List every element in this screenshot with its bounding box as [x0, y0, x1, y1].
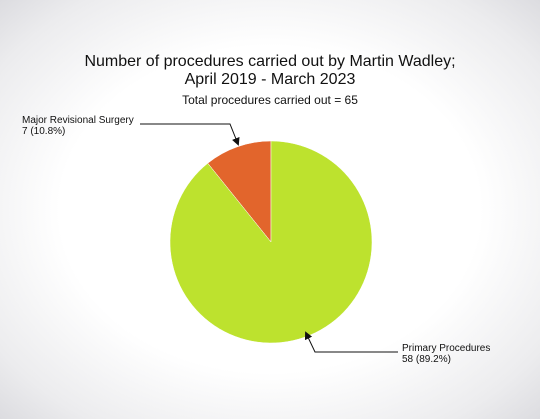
slice-value-primary-procedures: 58 (89.2%): [402, 354, 451, 365]
pie-slice-primary-procedures: [169, 140, 373, 344]
pie-slices: [169, 140, 373, 344]
chart-title-line1: Number of procedures carried out by Mart…: [84, 53, 455, 70]
chart-subtitle: Total procedures carried out = 65: [182, 93, 358, 107]
leader-line-major-revisional-surgery: [140, 123, 240, 146]
leader-line-primary-procedures: [304, 331, 398, 353]
slice-value-major-revisional-surgery: 7 (10.8%): [22, 126, 65, 137]
slice-label-major-revisional-surgery: Major Revisional Surgery: [22, 115, 134, 126]
chart-title-line2: April 2019 - March 2023: [185, 71, 356, 88]
slice-label-primary-procedures: Primary Procedures: [402, 343, 490, 354]
pie-slice-major-revisional-surgery: [207, 140, 272, 243]
